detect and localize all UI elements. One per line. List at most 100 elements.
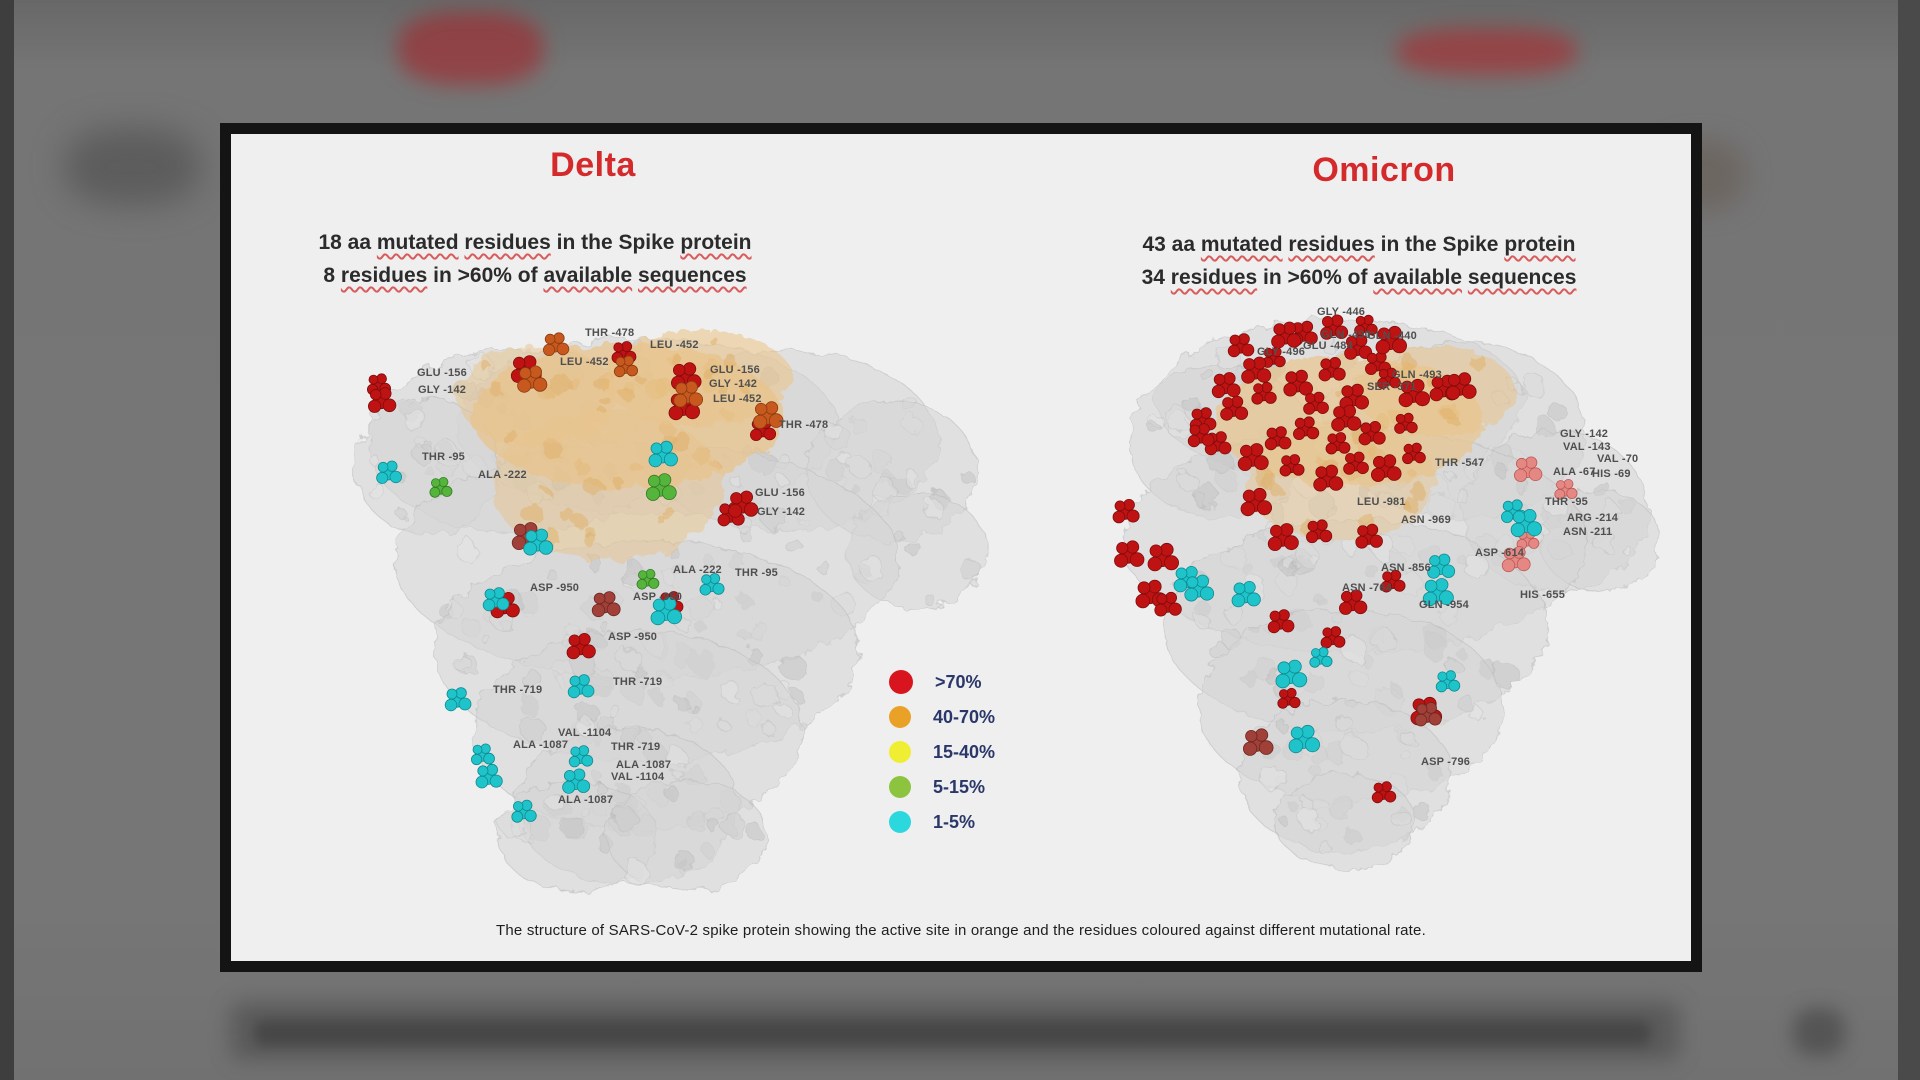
right-edge-strip xyxy=(1898,0,1920,1080)
residue-cluster xyxy=(511,799,537,823)
residue-label: GLN -493 xyxy=(1392,369,1442,381)
background-blur-red-right xyxy=(1397,28,1577,75)
residue-cluster xyxy=(566,632,596,660)
residue-cluster xyxy=(1501,546,1531,573)
residue-label: GLY -446 xyxy=(1317,306,1366,318)
residue-label: SER -371 xyxy=(1367,381,1417,393)
residue-cluster xyxy=(1251,381,1277,405)
residue-cluster xyxy=(1267,609,1295,634)
legend-item: 5-15% xyxy=(889,775,995,799)
residue-label: GLN -490 xyxy=(1321,329,1371,341)
residue-cluster xyxy=(444,687,472,712)
residue-label: THR -719 xyxy=(611,741,661,753)
delta-title: Delta xyxy=(550,146,636,184)
residue-label: GLU -156 xyxy=(710,364,760,376)
residue-label: GLU -156 xyxy=(417,367,467,379)
legend-color-dot xyxy=(889,706,911,728)
residue-cluster xyxy=(650,596,682,626)
residue-cluster xyxy=(752,401,784,429)
legend-item-label: >70% xyxy=(935,671,982,692)
residue-cluster xyxy=(1187,423,1215,448)
residue-label: LEU -981 xyxy=(1357,496,1406,508)
subtitle-text: sequences xyxy=(1467,266,1577,289)
residue-label: ALA -67 xyxy=(1553,466,1596,478)
residue-cluster xyxy=(1211,372,1241,399)
residue-cluster xyxy=(1427,553,1456,579)
residue-cluster xyxy=(636,568,660,590)
delta-structure: GLU -156 GLY -142 THR -478 LEU -452 LEU -452… xyxy=(347,316,988,892)
residue-cluster xyxy=(1277,687,1301,709)
residue-label: LEU -452 xyxy=(560,356,609,368)
figure-caption: The structure of SARS-CoV-2 spike protei… xyxy=(496,922,1426,939)
legend-item: 15-40% xyxy=(889,740,995,764)
residue-label: THR -478 xyxy=(779,419,829,431)
residue-label: THR -719 xyxy=(493,684,543,696)
residue-label: GLN -440 xyxy=(1367,330,1417,342)
legend-item: 40-70% xyxy=(889,705,995,729)
subtitle-text: mutated xyxy=(376,231,459,254)
residue-cluster xyxy=(1231,580,1261,608)
residue-cluster xyxy=(1283,369,1313,397)
residue-label: VAL -143 xyxy=(1563,441,1611,453)
residue-cluster xyxy=(1264,426,1292,451)
residue-label: GLU -484 xyxy=(1303,340,1353,352)
residue-cluster xyxy=(1320,626,1346,649)
residue-cluster xyxy=(591,591,621,618)
legend-item-label: 1-5% xyxy=(933,811,976,832)
residue-cluster xyxy=(699,573,725,596)
subtitle-text: available xyxy=(543,264,633,287)
residue-cluster xyxy=(728,490,759,518)
spike-protein-rendering xyxy=(354,330,988,892)
residue-cluster xyxy=(1414,701,1442,727)
residue-cluster xyxy=(562,768,591,794)
residue-label: VAL -1104 xyxy=(611,771,665,783)
residue-cluster xyxy=(1267,523,1299,552)
residue-cluster xyxy=(1375,325,1407,355)
residue-label: GLY -142 xyxy=(418,384,467,396)
residue-label: ALA -1087 xyxy=(558,794,614,806)
legend-color-dot xyxy=(889,741,911,763)
residue-cluster xyxy=(1309,646,1333,668)
residue-cluster xyxy=(1343,451,1369,475)
residue-cluster xyxy=(471,743,495,766)
legend-item: >70% xyxy=(889,670,995,694)
subtitle-text: protein xyxy=(680,231,752,254)
residue-cluster xyxy=(1331,404,1362,432)
subtitle-text: 34 xyxy=(1141,266,1171,289)
legend-color-dot xyxy=(889,811,911,833)
residue-cluster xyxy=(1435,670,1461,693)
residue-label: THR -478 xyxy=(585,327,635,339)
residue-label: ASP -796 xyxy=(1421,756,1471,768)
background-blur-red-left xyxy=(398,12,543,85)
residue-cluster xyxy=(1114,540,1145,568)
residue-cluster xyxy=(1262,346,1286,368)
residue-label: ARG -214 xyxy=(1567,512,1619,524)
residue-cluster xyxy=(568,745,594,768)
residue-cluster xyxy=(1147,542,1180,572)
subtitle-text: 8 xyxy=(323,264,341,287)
residue-label: ALA -222 xyxy=(478,469,527,481)
subtitle-text: 43 aa xyxy=(1142,233,1201,256)
residue-label: THR -95 xyxy=(422,451,465,463)
residue-label: GLY -142 xyxy=(1560,428,1609,440)
residue-cluster xyxy=(1510,509,1542,538)
subtitle-text: in the Spike xyxy=(550,231,681,254)
residue-cluster xyxy=(1227,333,1255,358)
background-blur-gray-left xyxy=(65,128,200,205)
subtitle-text: mutated xyxy=(1200,233,1283,256)
residue-cluster xyxy=(1275,659,1308,689)
residue-cluster xyxy=(1339,589,1368,615)
residue-cluster xyxy=(1241,356,1272,384)
residue-cluster xyxy=(1377,367,1401,390)
figure-panel: Delta Omicron 18 aa mutated residues in … xyxy=(220,123,1702,972)
residue-cluster xyxy=(1318,357,1346,382)
residue-cluster xyxy=(1220,395,1249,421)
residue-cluster xyxy=(475,763,503,789)
residue-cluster xyxy=(1513,456,1543,482)
residue-label: THR -719 xyxy=(613,676,663,688)
residue-label: VAL -70 xyxy=(1597,453,1639,465)
residue-cluster xyxy=(567,674,595,699)
delta-subtitle: 18 aa mutated residues in the Spike prot… xyxy=(285,226,785,292)
residue-cluster xyxy=(613,355,639,378)
background-blur-text-band-inner xyxy=(255,1020,1650,1046)
